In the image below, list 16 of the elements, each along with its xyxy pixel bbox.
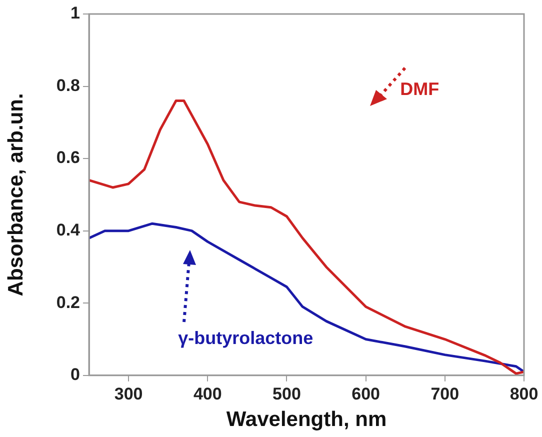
series-label: γ-butyrolactone xyxy=(178,328,314,348)
y-tick-label: 1 xyxy=(70,4,80,23)
y-tick-label: 0.8 xyxy=(56,76,80,95)
x-tick-label: 500 xyxy=(272,384,301,404)
x-axis-title: Wavelength, nm xyxy=(226,408,387,432)
x-tick-label: 700 xyxy=(430,384,460,404)
y-tick-label: 0.4 xyxy=(56,220,81,240)
y-axis-title: Absorbance, arb.un. xyxy=(4,93,28,296)
legend-label: DMF xyxy=(400,78,440,99)
y-tick-label: 0.2 xyxy=(56,292,80,312)
x-tick-label: 800 xyxy=(510,384,538,404)
x-tick-label: 600 xyxy=(352,384,380,404)
y-tick-label: 0 xyxy=(70,365,80,384)
y-tick-label: 0.6 xyxy=(56,148,80,168)
x-tick-label: 300 xyxy=(114,384,143,404)
x-tick-label: 400 xyxy=(193,384,222,404)
